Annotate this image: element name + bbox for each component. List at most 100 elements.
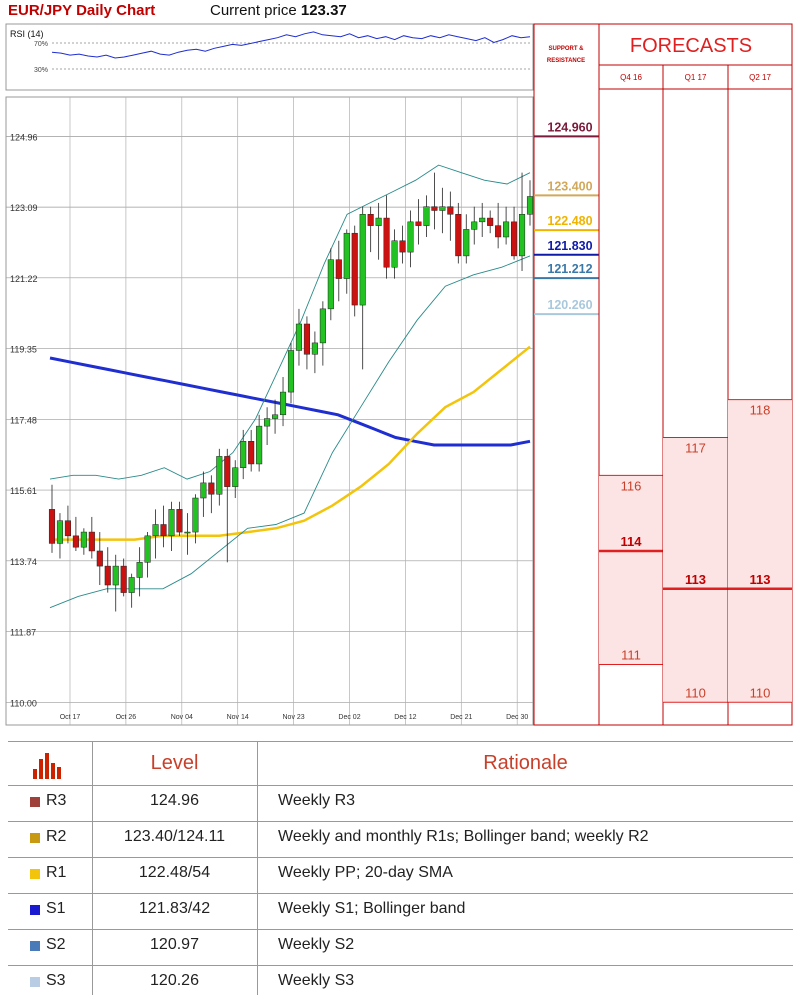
table-icon — [33, 753, 61, 779]
level-swatch — [30, 941, 40, 951]
candle-body — [447, 206, 454, 215]
forecast-mid-value: 113 — [685, 572, 706, 587]
candle-body — [152, 524, 159, 537]
candle-body — [383, 217, 390, 268]
table-row: R1 122.48/54 Weekly PP; 20-day SMA — [0, 857, 800, 891]
level-label: 121.212 — [547, 262, 592, 276]
table-vline — [257, 741, 258, 995]
table-row-line — [8, 893, 793, 894]
candle-body — [88, 531, 95, 552]
candle-body — [136, 562, 143, 578]
rsi-title: RSI (14) — [10, 29, 44, 39]
x-tick-label: Dec 21 — [450, 714, 472, 721]
level-value: 121.83/42 — [138, 900, 211, 917]
candle-body — [287, 350, 295, 393]
y-tick-label: 124.96 — [10, 132, 38, 142]
level-rationale: Weekly S1; Bollinger band — [278, 900, 466, 917]
table-row: R2 123.40/124.11 Weekly and monthly R1s; B… — [0, 821, 800, 855]
forecast-col-label: Q1 17 — [685, 73, 707, 82]
candle-body — [64, 520, 71, 537]
candle-body — [319, 308, 326, 344]
levels-column — [533, 23, 600, 726]
candle-body — [351, 232, 358, 306]
x-tick-label: Dec 02 — [338, 714, 360, 721]
y-tick-label: 119.35 — [10, 345, 37, 355]
x-tick-label: Oct 26 — [116, 714, 137, 721]
level-rationale: Weekly PP; 20-day SMA — [278, 864, 453, 881]
table-row-line — [8, 857, 793, 858]
table-row: S3 120.26 Weekly S3 — [0, 965, 800, 999]
forecast-col-label: Q2 17 — [749, 73, 771, 82]
y-tick-label: 123.09 — [10, 203, 38, 213]
candle-body — [208, 482, 215, 495]
forecast-mid-value: 113 — [750, 572, 771, 587]
y-tick-label: 110.00 — [10, 698, 37, 708]
y-tick-label: 117.48 — [10, 415, 37, 425]
level-swatch — [30, 797, 40, 807]
level-value: 123.40/124.11 — [123, 828, 226, 845]
table-row-line — [8, 785, 793, 786]
candle-body — [279, 391, 287, 416]
candle-body — [96, 550, 103, 567]
x-tick-label: Dec 12 — [394, 714, 416, 721]
candle-body — [160, 524, 167, 537]
candle-body — [264, 418, 271, 427]
candle-body — [303, 323, 310, 355]
table-row-line — [8, 821, 793, 822]
forecast-high-value: 117 — [685, 440, 706, 455]
level-rationale: Weekly and monthly R1s; Bollinger band; … — [278, 828, 649, 845]
candle-body — [168, 509, 175, 537]
candle-body — [144, 535, 151, 563]
header-rationale: Rationale — [483, 752, 568, 774]
price-frame — [5, 96, 534, 726]
candle-body — [503, 221, 510, 238]
level-rationale: Weekly S2 — [278, 936, 355, 953]
forecast-low-value: 110 — [750, 685, 771, 700]
candle-body — [463, 229, 470, 257]
candle-body — [104, 565, 111, 586]
level-value: 120.26 — [150, 972, 199, 989]
candle-body — [295, 323, 303, 351]
candle-body — [399, 240, 406, 253]
candle-body — [272, 414, 279, 419]
candle-body — [431, 206, 438, 211]
candle-body — [367, 214, 374, 226]
level-code: R3 — [46, 792, 67, 809]
level-label: 122.480 — [547, 214, 592, 228]
level-swatch — [30, 905, 40, 915]
candle-body — [224, 456, 231, 487]
candle-body — [327, 259, 334, 310]
level-value: 122.48/54 — [138, 864, 211, 881]
level-value: 124.96 — [150, 792, 199, 809]
candle-body — [343, 232, 350, 279]
forecast-title: FORECASTS — [630, 35, 752, 57]
candle-body — [256, 425, 263, 465]
candle-body — [184, 531, 191, 534]
x-tick-label: Nov 23 — [283, 714, 305, 721]
forecast-high-value: 116 — [621, 478, 642, 493]
candle-body — [518, 214, 526, 257]
x-tick-label: Nov 14 — [227, 714, 249, 721]
candle-body — [72, 535, 79, 548]
rsi-line — [51, 31, 531, 59]
sr-label: RESISTANCE — [547, 58, 585, 64]
table-vline — [92, 741, 93, 995]
candle-body — [248, 441, 255, 465]
level-code: S2 — [46, 936, 66, 953]
forecast-high-value: 118 — [750, 403, 771, 418]
x-tick-label: Nov 04 — [171, 714, 193, 721]
level-code: S1 — [46, 900, 66, 917]
candle-body — [232, 467, 239, 487]
candle-body — [128, 577, 135, 593]
table-row: R3 124.96 Weekly R3 — [0, 785, 800, 819]
price-value: 123.37 — [300, 2, 347, 19]
candle-body — [487, 217, 494, 226]
table-header-line — [8, 741, 793, 742]
candle-body — [471, 221, 478, 230]
forecast-range — [663, 437, 728, 703]
level-rationale: Weekly S3 — [278, 972, 355, 989]
level-label: 120.260 — [547, 298, 592, 312]
table-row: S2 120.97 Weekly S2 — [0, 929, 800, 963]
candle-body — [415, 221, 422, 226]
candle-body — [479, 217, 486, 223]
